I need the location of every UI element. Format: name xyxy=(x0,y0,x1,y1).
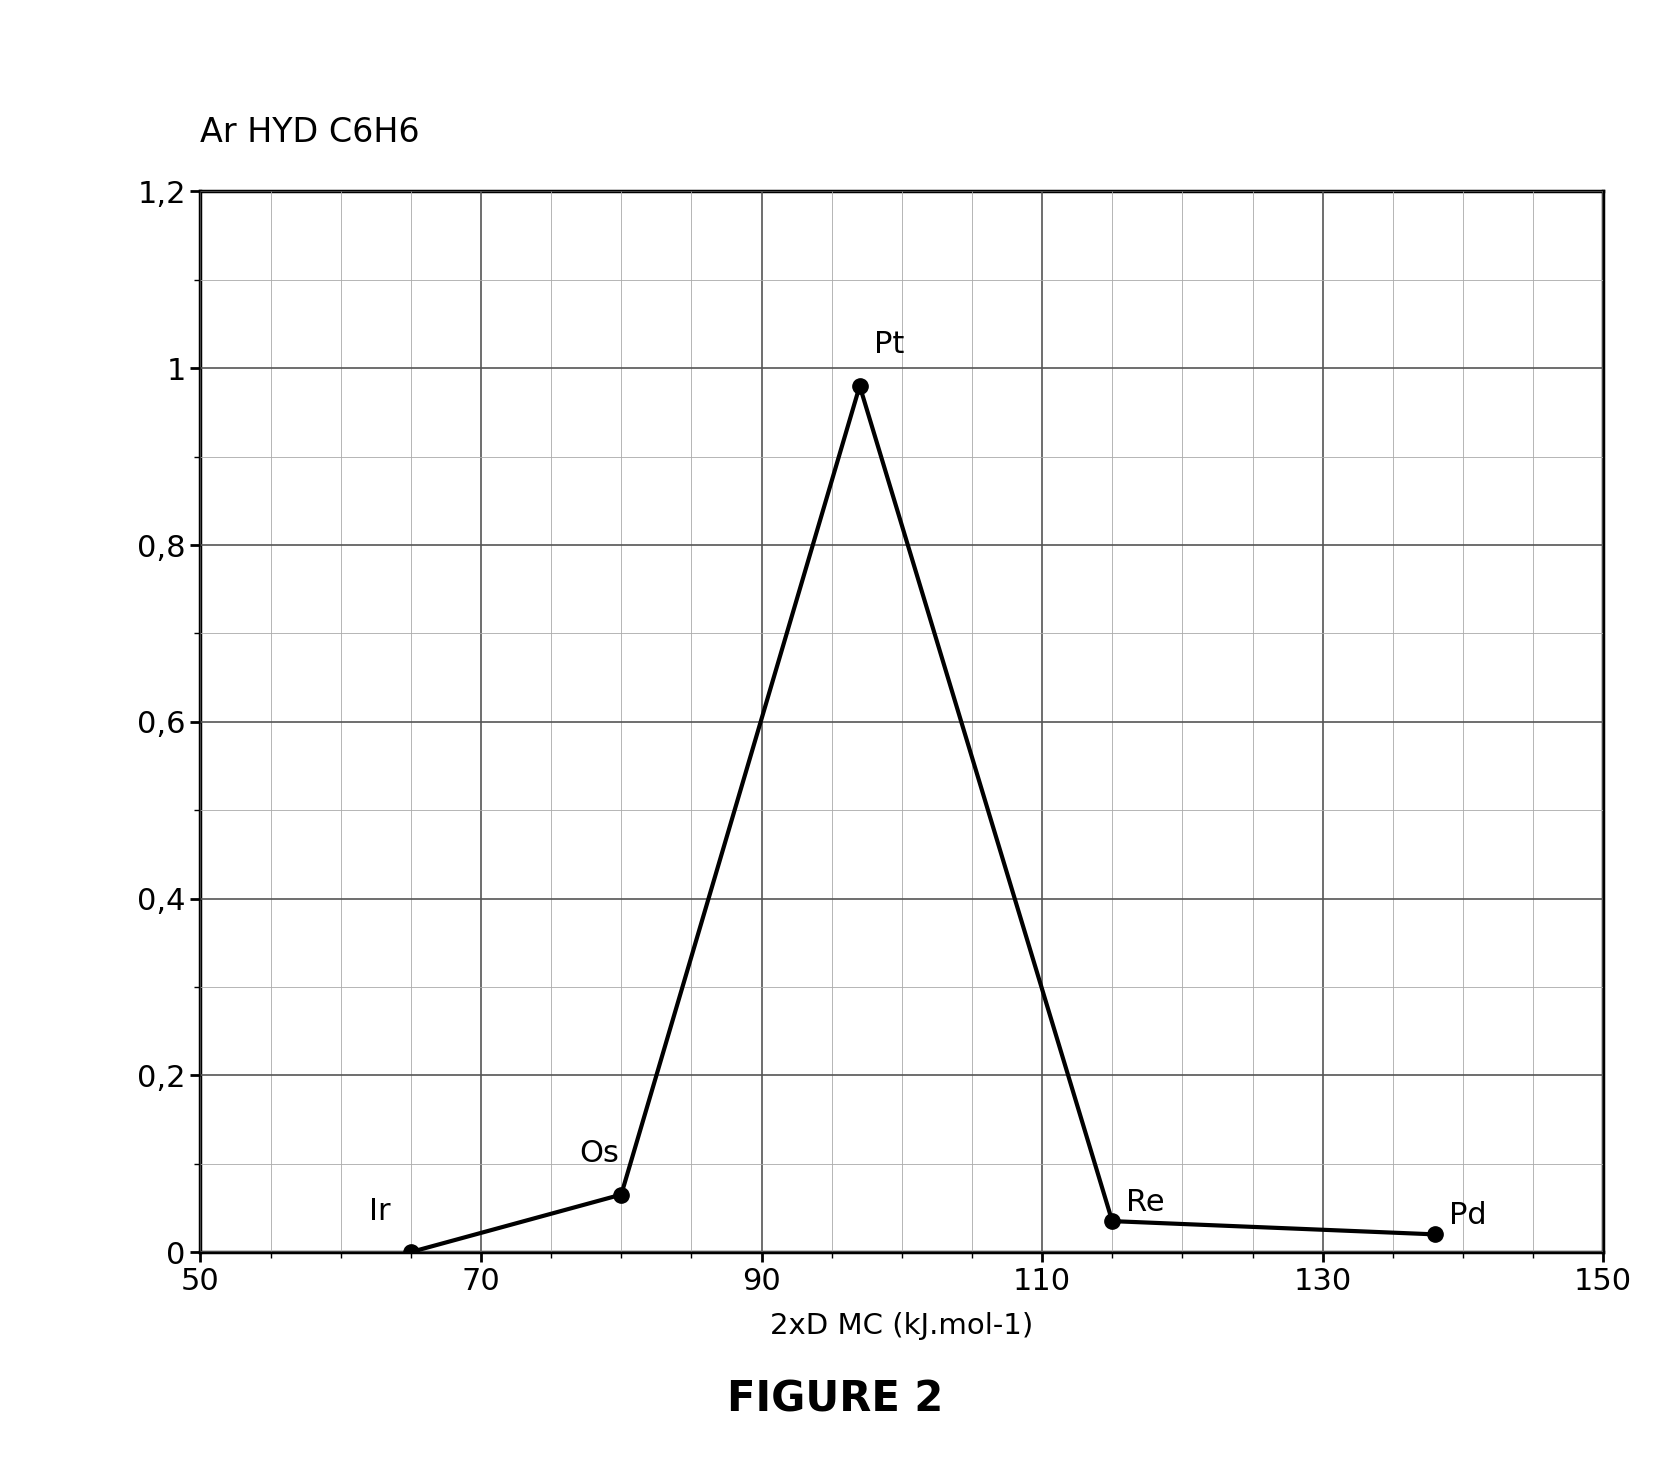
Text: Ir: Ir xyxy=(369,1196,391,1226)
Text: Pd: Pd xyxy=(1450,1200,1486,1230)
Text: Pt: Pt xyxy=(873,330,903,359)
Text: Ar HYD C6H6: Ar HYD C6H6 xyxy=(200,116,421,149)
Text: Re: Re xyxy=(1126,1187,1166,1217)
X-axis label: 2xD MC (kJ.mol-1): 2xD MC (kJ.mol-1) xyxy=(770,1312,1034,1340)
Text: Os: Os xyxy=(579,1139,620,1168)
Text: FIGURE 2: FIGURE 2 xyxy=(726,1379,944,1420)
